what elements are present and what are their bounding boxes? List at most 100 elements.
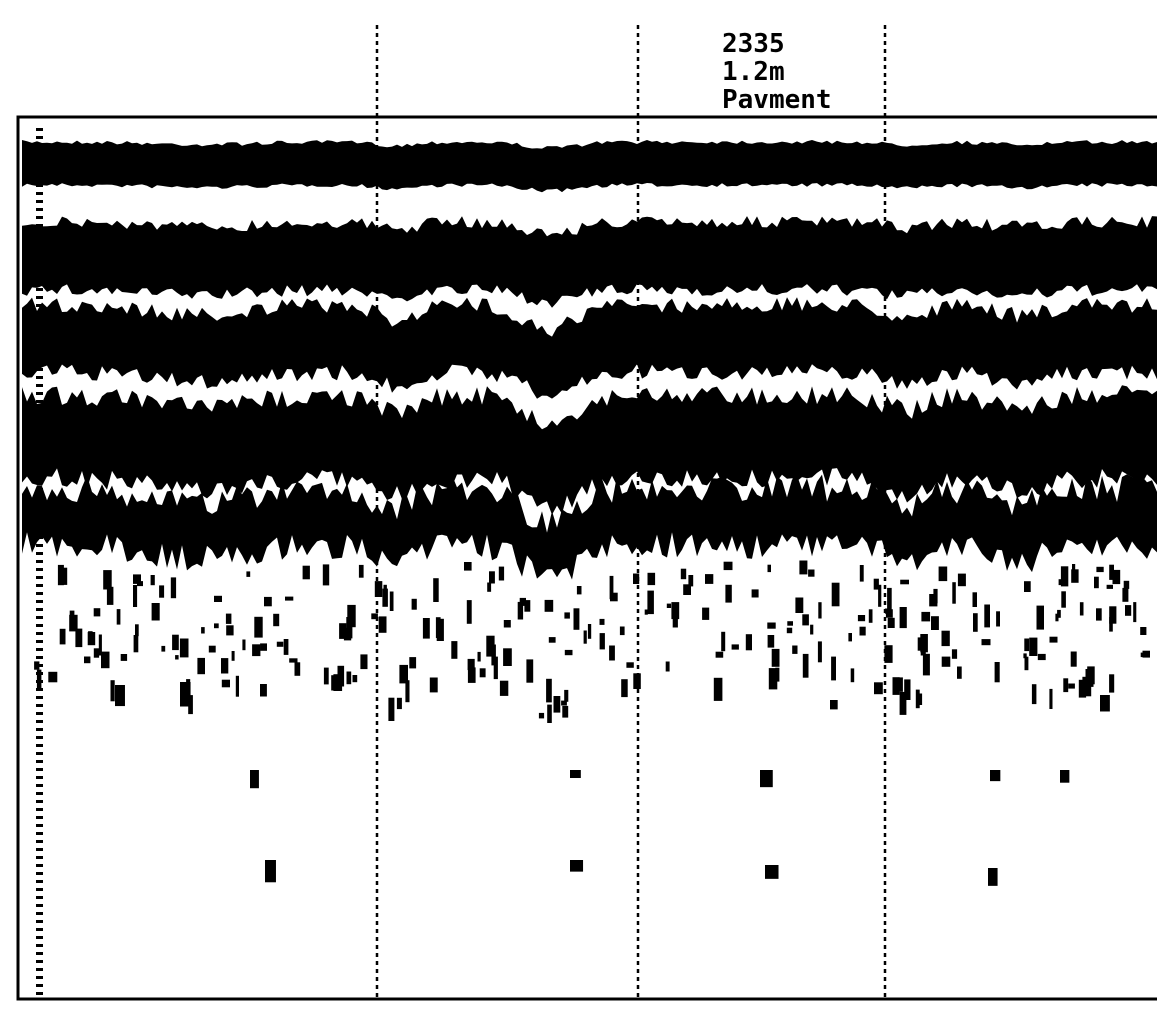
depth-tick	[36, 512, 43, 515]
speckle	[887, 617, 895, 628]
annotation-line: Pavment	[722, 85, 832, 115]
speckle	[150, 575, 155, 586]
depth-tick	[36, 664, 43, 667]
speckle	[810, 624, 814, 635]
depth-tick	[36, 496, 43, 499]
speckle	[931, 616, 939, 630]
depth-tick	[36, 824, 43, 827]
speckle	[859, 626, 866, 636]
speckle	[1024, 656, 1029, 671]
speckle	[352, 675, 358, 683]
speckle	[702, 607, 710, 620]
depth-tick	[36, 376, 43, 379]
speckle	[260, 684, 267, 697]
speckle	[786, 627, 793, 634]
speckle	[1106, 584, 1113, 589]
speckle	[524, 600, 531, 612]
speckle	[214, 623, 219, 629]
depth-tick	[36, 144, 43, 147]
depth-tick	[36, 240, 43, 243]
speckle	[467, 667, 476, 683]
speckle	[972, 592, 977, 607]
speckle	[898, 677, 903, 692]
speckle	[1096, 566, 1104, 573]
speckle	[918, 693, 923, 705]
speckle	[731, 644, 739, 650]
speckle	[941, 630, 950, 647]
speckle	[1096, 608, 1102, 621]
speckle	[346, 617, 353, 639]
speckle	[1109, 606, 1117, 624]
speckle	[1082, 676, 1092, 697]
speckle	[1061, 591, 1066, 608]
depth-tick	[36, 184, 43, 187]
depth-tick	[36, 264, 43, 267]
depth-tick	[36, 688, 43, 691]
depth-tick	[36, 840, 43, 843]
speckle	[941, 656, 951, 667]
speckle	[371, 613, 378, 620]
speckle	[1055, 613, 1059, 622]
speckle	[88, 631, 93, 638]
speckle	[1023, 653, 1027, 659]
speckle	[1109, 674, 1115, 693]
speckle	[69, 610, 75, 618]
speckle	[848, 633, 852, 642]
depth-tick	[36, 896, 43, 899]
speckle	[151, 603, 160, 621]
speckle	[576, 586, 582, 595]
depth-tick	[36, 592, 43, 595]
depth-tick	[36, 400, 43, 403]
speckle	[491, 644, 496, 666]
speckle	[1087, 666, 1095, 685]
speckle	[493, 656, 498, 680]
depth-tick	[36, 672, 43, 675]
speckle	[110, 680, 115, 702]
speckle	[283, 639, 289, 655]
speckle	[666, 603, 672, 608]
speckle	[201, 627, 205, 634]
speckle	[818, 602, 822, 619]
depth-tick	[36, 696, 43, 699]
depth-tick	[36, 800, 43, 803]
speckle	[388, 697, 395, 721]
speckle	[570, 860, 584, 872]
speckle	[538, 712, 545, 719]
speckle	[84, 656, 91, 664]
speckle	[799, 560, 808, 575]
speckle	[802, 653, 809, 678]
speckle	[135, 624, 139, 637]
depth-tick	[36, 744, 43, 747]
speckle	[887, 587, 892, 610]
speckle	[1057, 609, 1061, 618]
reflection-band	[22, 297, 1157, 399]
depth-tick	[36, 728, 43, 731]
depth-tick	[36, 128, 43, 131]
speckle	[647, 572, 656, 586]
speckle	[553, 696, 561, 713]
speckle	[60, 567, 68, 585]
depth-tick	[36, 856, 43, 859]
speckle	[179, 638, 189, 658]
depth-tick	[36, 600, 43, 603]
depth-tick	[36, 368, 43, 371]
speckle	[433, 578, 439, 602]
depth-tick	[36, 864, 43, 867]
depth-tick	[36, 208, 43, 211]
speckle	[489, 571, 495, 584]
speckle	[1060, 770, 1070, 783]
depth-tick	[36, 552, 43, 555]
depth-tick	[36, 968, 43, 971]
depth-tick	[36, 736, 43, 739]
depth-tick	[36, 904, 43, 907]
depth-tick	[36, 816, 43, 819]
speckle	[570, 770, 581, 779]
speckle	[831, 582, 840, 607]
speckle	[768, 668, 778, 690]
depth-tick	[36, 248, 43, 251]
depth-tick	[36, 256, 43, 259]
speckle	[921, 611, 931, 622]
speckle	[93, 608, 101, 617]
speckle	[583, 630, 587, 644]
